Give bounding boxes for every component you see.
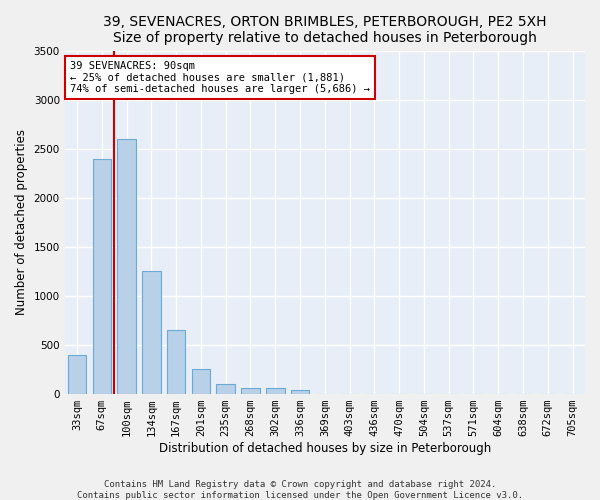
Bar [241, 388, 260, 394]
Bar [142, 272, 161, 394]
Bar [291, 390, 310, 394]
Text: 39 SEVENACRES: 90sqm
← 25% of detached houses are smaller (1,881)
74% of semi-de: 39 SEVENACRES: 90sqm ← 25% of detached h… [70, 61, 370, 94]
Text: Contains HM Land Registry data © Crown copyright and database right 2024.
Contai: Contains HM Land Registry data © Crown c… [77, 480, 523, 500]
Bar [167, 330, 185, 394]
Bar [68, 355, 86, 394]
Bar [266, 388, 284, 394]
X-axis label: Distribution of detached houses by size in Peterborough: Distribution of detached houses by size … [159, 442, 491, 455]
Bar [217, 384, 235, 394]
Y-axis label: Number of detached properties: Number of detached properties [15, 130, 28, 316]
Title: 39, SEVENACRES, ORTON BRIMBLES, PETERBOROUGH, PE2 5XH
Size of property relative : 39, SEVENACRES, ORTON BRIMBLES, PETERBOR… [103, 15, 547, 45]
Bar [92, 158, 111, 394]
Bar [191, 368, 210, 394]
Bar [118, 139, 136, 394]
